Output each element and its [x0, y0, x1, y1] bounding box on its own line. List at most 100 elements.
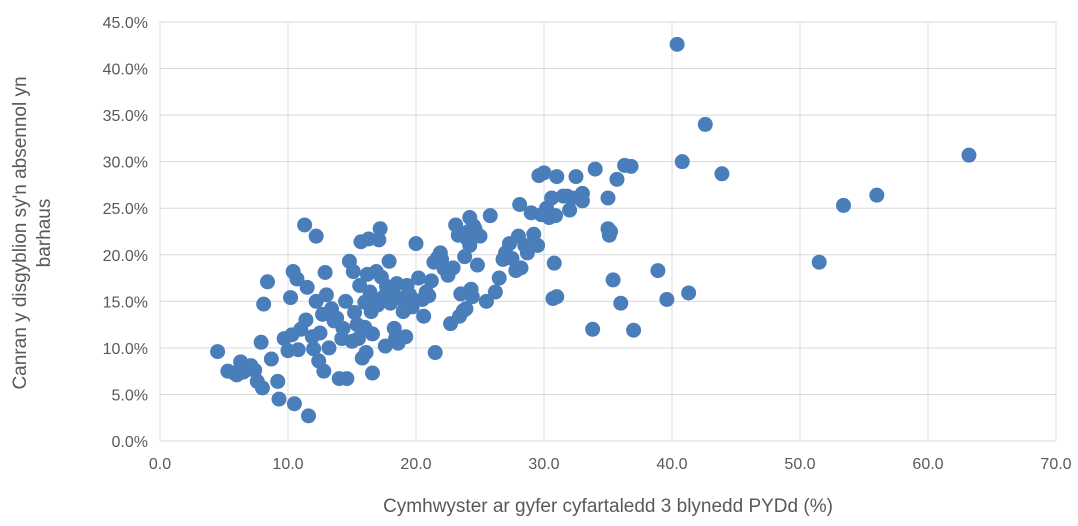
- data-point: [549, 289, 565, 305]
- y-axis-title: Canran y disgyblion sy'n absennol yn bar…: [10, 76, 55, 389]
- data-point: [254, 380, 270, 396]
- data-point: [469, 257, 485, 273]
- data-point: [321, 340, 337, 356]
- data-point: [427, 345, 443, 361]
- x-tick-label: 50.0: [784, 456, 815, 473]
- y-tick-label: 15.0%: [103, 294, 148, 311]
- data-point: [316, 363, 332, 379]
- data-point: [408, 236, 424, 252]
- data-point: [253, 334, 269, 350]
- data-point: [308, 228, 324, 244]
- data-point: [562, 202, 578, 218]
- data-point: [659, 291, 675, 307]
- data-point: [345, 264, 361, 280]
- data-point: [256, 296, 272, 312]
- data-point: [605, 272, 621, 288]
- x-axis-title: Cymhwyster ar gyfer cyfartaledd 3 blyned…: [383, 496, 833, 517]
- data-point: [462, 237, 478, 253]
- data-point: [585, 321, 601, 337]
- data-point: [513, 260, 529, 276]
- data-point: [286, 396, 302, 412]
- data-point: [464, 289, 480, 305]
- y-tick-label: 35.0%: [103, 108, 148, 125]
- data-point: [372, 221, 388, 237]
- data-point: [458, 301, 474, 317]
- data-point: [536, 165, 552, 181]
- data-point: [544, 190, 560, 206]
- data-point: [300, 408, 316, 424]
- data-point: [338, 293, 354, 309]
- data-point: [271, 391, 287, 407]
- data-point: [297, 217, 313, 233]
- data-point: [613, 295, 629, 311]
- data-point: [318, 287, 334, 303]
- data-point: [478, 293, 494, 309]
- data-point: [247, 362, 263, 378]
- data-point: [472, 228, 488, 244]
- data-point: [312, 325, 328, 341]
- y-axis-ticks: 0.0% 5.0% 10.0% 15.0% 20.0% 25.0% 30.0% 35.0% 40…: [103, 15, 148, 451]
- y-tick-label: 0.0%: [112, 434, 148, 451]
- data-point: [504, 251, 520, 267]
- data-point: [587, 161, 603, 177]
- data-point: [626, 322, 642, 338]
- data-point: [335, 320, 351, 336]
- data-point: [609, 171, 625, 187]
- data-point: [869, 187, 885, 203]
- data-point: [548, 208, 564, 224]
- data-point: [339, 371, 355, 387]
- data-point: [358, 345, 374, 361]
- data-point: [398, 329, 414, 345]
- data-point: [416, 308, 432, 324]
- y-tick-label: 30.0%: [103, 155, 148, 172]
- data-point: [482, 208, 498, 224]
- x-tick-label: 30.0: [528, 456, 559, 473]
- y-axis-title-line-2: barhaus: [34, 199, 55, 268]
- data-point: [669, 36, 685, 52]
- data-point: [317, 264, 333, 280]
- y-tick-label: 10.0%: [103, 341, 148, 358]
- data-point: [568, 169, 584, 185]
- data-point: [491, 270, 507, 286]
- x-tick-label: 0.0: [149, 456, 171, 473]
- data-point: [283, 290, 299, 306]
- data-point: [674, 154, 690, 170]
- gridlines: [159, 21, 1057, 442]
- data-point: [530, 237, 546, 253]
- data-point: [364, 365, 380, 381]
- data-point: [381, 253, 397, 269]
- data-point: [457, 249, 473, 265]
- y-axis-title-line-1: Canran y disgyblion sy'n absennol yn: [10, 76, 31, 389]
- data-point: [270, 373, 286, 389]
- data-point: [714, 166, 730, 182]
- y-tick-label: 20.0%: [103, 248, 148, 265]
- data-point: [487, 284, 503, 300]
- data-point: [546, 255, 562, 271]
- data-point: [289, 271, 305, 287]
- data-points: [210, 36, 977, 424]
- x-tick-label: 10.0: [272, 456, 303, 473]
- data-point: [260, 274, 276, 290]
- data-point: [811, 254, 827, 270]
- data-point: [961, 147, 977, 163]
- y-tick-label: 25.0%: [103, 201, 148, 218]
- data-point: [421, 288, 437, 304]
- data-point: [623, 158, 639, 174]
- data-point: [600, 190, 616, 206]
- y-tick-label: 45.0%: [103, 15, 148, 32]
- data-point: [371, 232, 387, 248]
- data-point: [512, 196, 528, 212]
- data-point: [290, 342, 306, 358]
- data-point: [574, 185, 590, 201]
- data-point: [445, 260, 461, 276]
- data-point: [263, 351, 279, 367]
- x-tick-label: 70.0: [1040, 456, 1071, 473]
- data-point: [681, 285, 697, 301]
- data-point: [411, 270, 427, 286]
- data-point: [549, 169, 565, 185]
- x-tick-label: 40.0: [656, 456, 687, 473]
- data-point: [364, 326, 380, 342]
- x-tick-label: 60.0: [912, 456, 943, 473]
- data-point: [836, 197, 852, 213]
